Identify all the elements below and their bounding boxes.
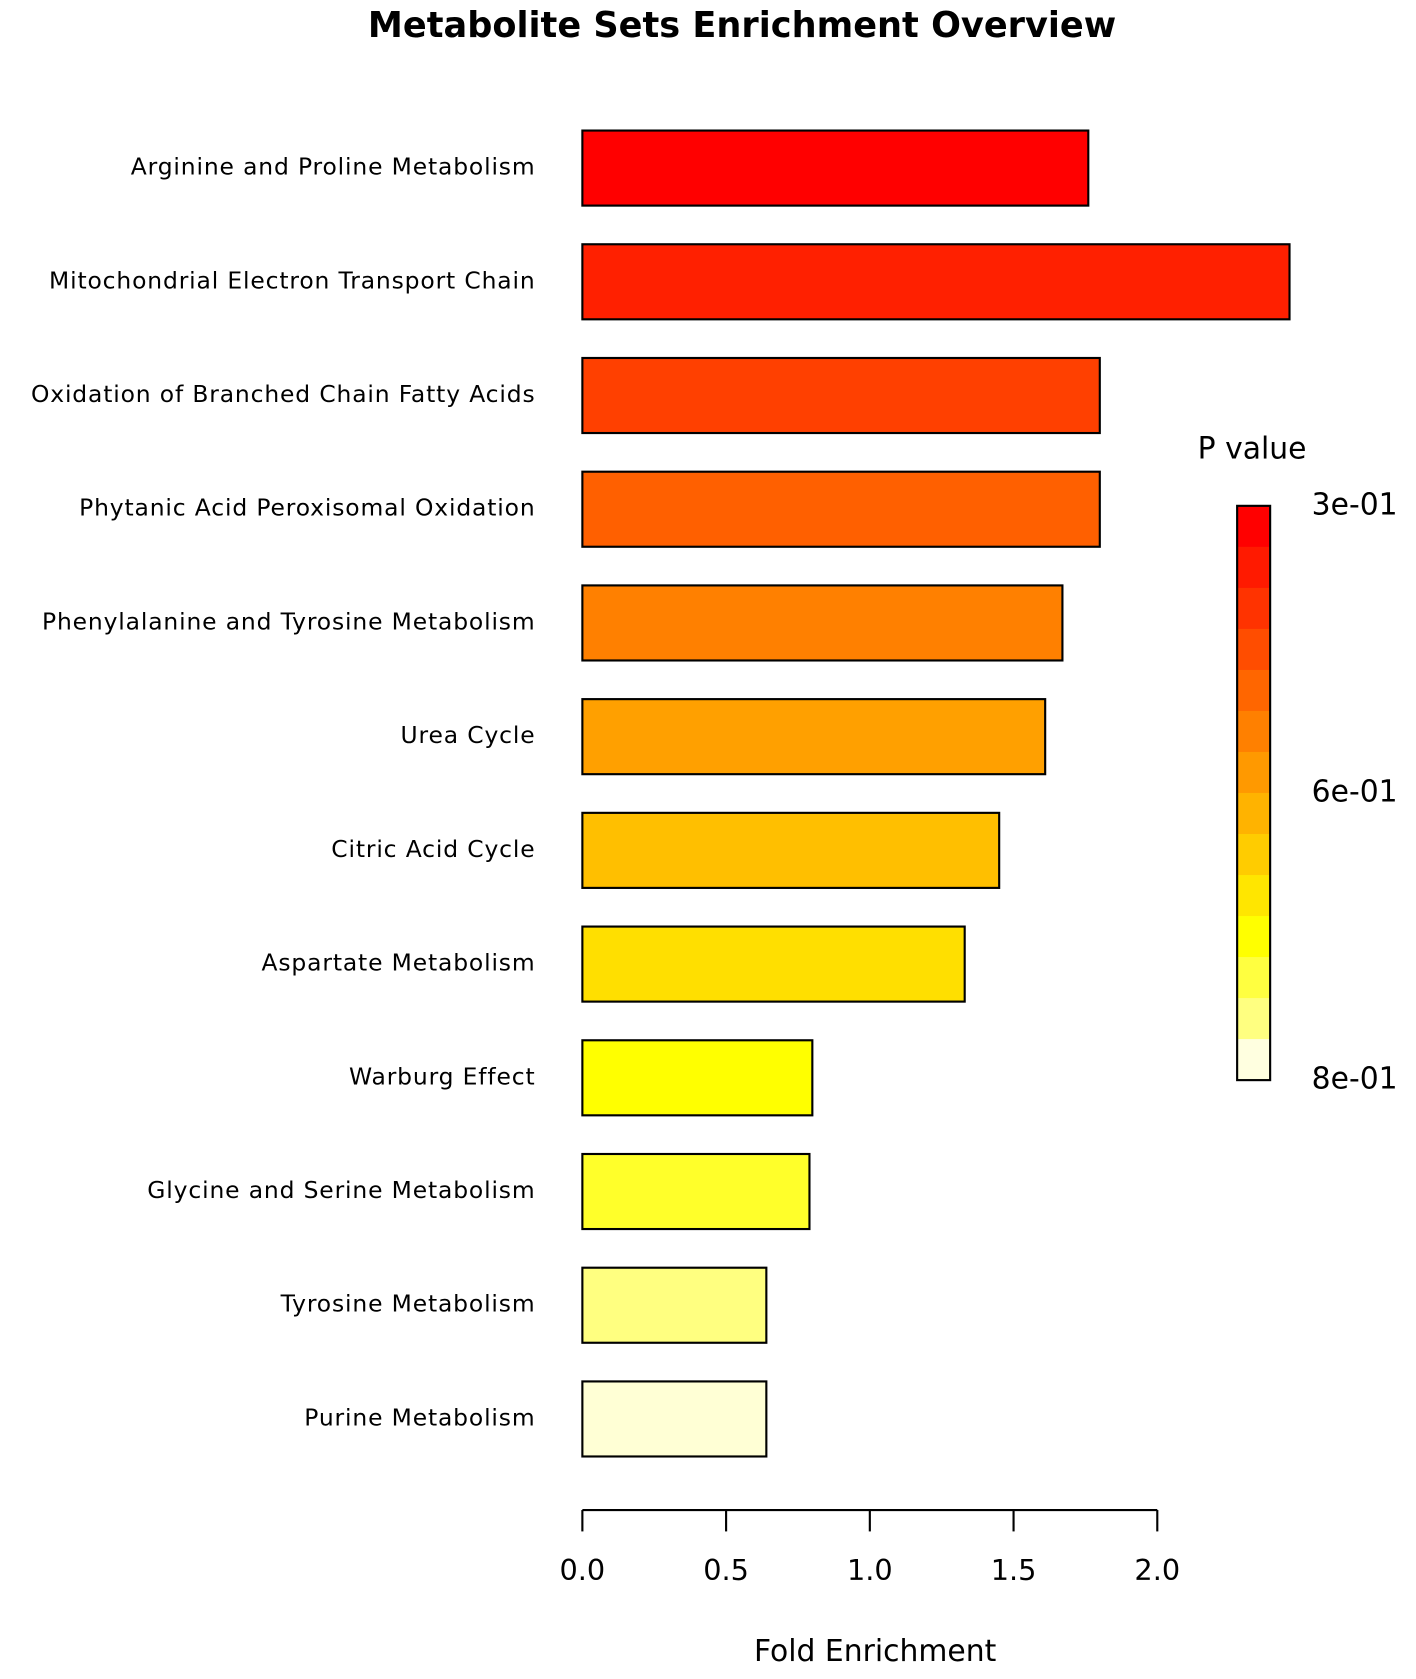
y-tick-label: Purine Metabolism <box>304 1403 535 1431</box>
y-tick-label: Phenylalanine and Tyrosine Metabolism <box>42 607 536 635</box>
bar <box>581 1039 814 1117</box>
x-tick-label: 0.5 <box>703 1553 749 1587</box>
bar <box>581 1152 811 1231</box>
x-tick-label: 1.5 <box>991 1553 1037 1587</box>
legend-tick-label: 3e-01 <box>1312 487 1398 522</box>
y-tick-label: Citric Acid Cycle <box>331 835 535 863</box>
legend-swatch <box>1237 546 1271 589</box>
legend-swatch <box>1237 792 1271 835</box>
y-tick-label: Oxidation of Branched Chain Fatty Acids <box>31 380 536 408</box>
legend-swatch <box>1237 916 1271 958</box>
legend-swatch <box>1237 669 1271 712</box>
bar <box>581 356 1101 435</box>
legend-tick-label: 8e-01 <box>1312 1062 1398 1097</box>
x-axis-label: Fold Enrichment <box>754 1634 996 1669</box>
bar <box>581 1380 768 1458</box>
bar <box>581 811 1001 889</box>
legend-tick-label: 6e-01 <box>1312 774 1398 809</box>
y-tick-label: Aspartate Metabolism <box>262 949 536 977</box>
legend-swatch <box>1237 957 1271 999</box>
legend-swatch <box>1237 875 1271 917</box>
y-tick-label: Tyrosine Metabolism <box>280 1290 536 1318</box>
legend-swatch <box>1237 751 1271 794</box>
bar <box>581 470 1101 548</box>
y-tick-label: Glycine and Serine Metabolism <box>147 1176 535 1204</box>
bar <box>581 243 1291 321</box>
legend-swatch <box>1237 587 1271 630</box>
x-tick-label: 1.0 <box>847 1553 893 1587</box>
bar <box>581 1266 768 1344</box>
legend-frame <box>1236 504 1272 1082</box>
legend-swatch <box>1237 505 1271 548</box>
bar <box>581 925 966 1003</box>
y-tick-label: Mitochondrial Electron Transport Chain <box>49 266 535 294</box>
x-tick-label: 0.0 <box>560 1553 606 1587</box>
x-tick-label: 2.0 <box>1134 1553 1180 1587</box>
legend-swatch <box>1237 998 1271 1040</box>
y-tick-label: Arginine and Proline Metabolism <box>131 153 536 181</box>
legend-swatch <box>1237 1039 1271 1081</box>
legend-swatch <box>1237 834 1271 876</box>
chart-title: Metabolite Sets Enrichment Overview <box>368 5 1116 46</box>
bar <box>581 129 1090 207</box>
bar <box>581 698 1047 776</box>
y-tick-label: Phytanic Acid Peroxisomal Oxidation <box>79 494 535 522</box>
y-tick-label: Warburg Effect <box>349 1062 536 1090</box>
y-tick-label: Urea Cycle <box>401 721 536 749</box>
legend-swatch <box>1237 628 1271 671</box>
legend-title: P value <box>1198 432 1307 467</box>
bar <box>581 584 1064 662</box>
legend-swatch <box>1237 710 1271 753</box>
